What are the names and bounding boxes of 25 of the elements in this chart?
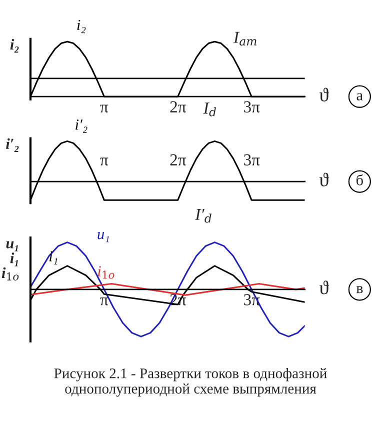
text: Рисунок 2.1 - Развертки токов в однофазной однополупериодной схеме выпрямления (54, 368, 327, 397)
series-label: i$_{1о}$ (98, 266, 114, 279)
annotation: I$_{am}$ (233, 32, 256, 46)
series-label: i₁ (50, 251, 58, 264)
x-axis-title: ϑ (319, 88, 329, 102)
text: I$_{d}$ (203, 102, 216, 116)
x-axis-title: ϑ (319, 172, 329, 186)
x-tick-label: 3π (244, 101, 260, 113)
text: б (356, 174, 363, 186)
series-label: u₁ (98, 232, 109, 242)
y-axis-title: i′₂ (6, 138, 19, 152)
x-tick-label: π (100, 104, 108, 113)
text: I′$_{d}$ (195, 209, 212, 223)
y-axis-title: i₂ (10, 38, 19, 53)
text: а (356, 93, 363, 100)
x-axis-title: ϑ (319, 280, 329, 294)
x-tick-label: 2π (170, 101, 186, 113)
x-tick-label: π (100, 158, 108, 166)
x-tick-label: π (100, 298, 108, 306)
x-tick-label: 2π (170, 154, 186, 166)
x-tick-label: 3π (244, 154, 260, 166)
series-label: i₂ (77, 20, 86, 34)
series-label: i′₂ (76, 119, 88, 133)
text: в (356, 286, 363, 294)
y-axis-title: u₁ i₁ i$_{1о}$ (2, 241, 19, 280)
